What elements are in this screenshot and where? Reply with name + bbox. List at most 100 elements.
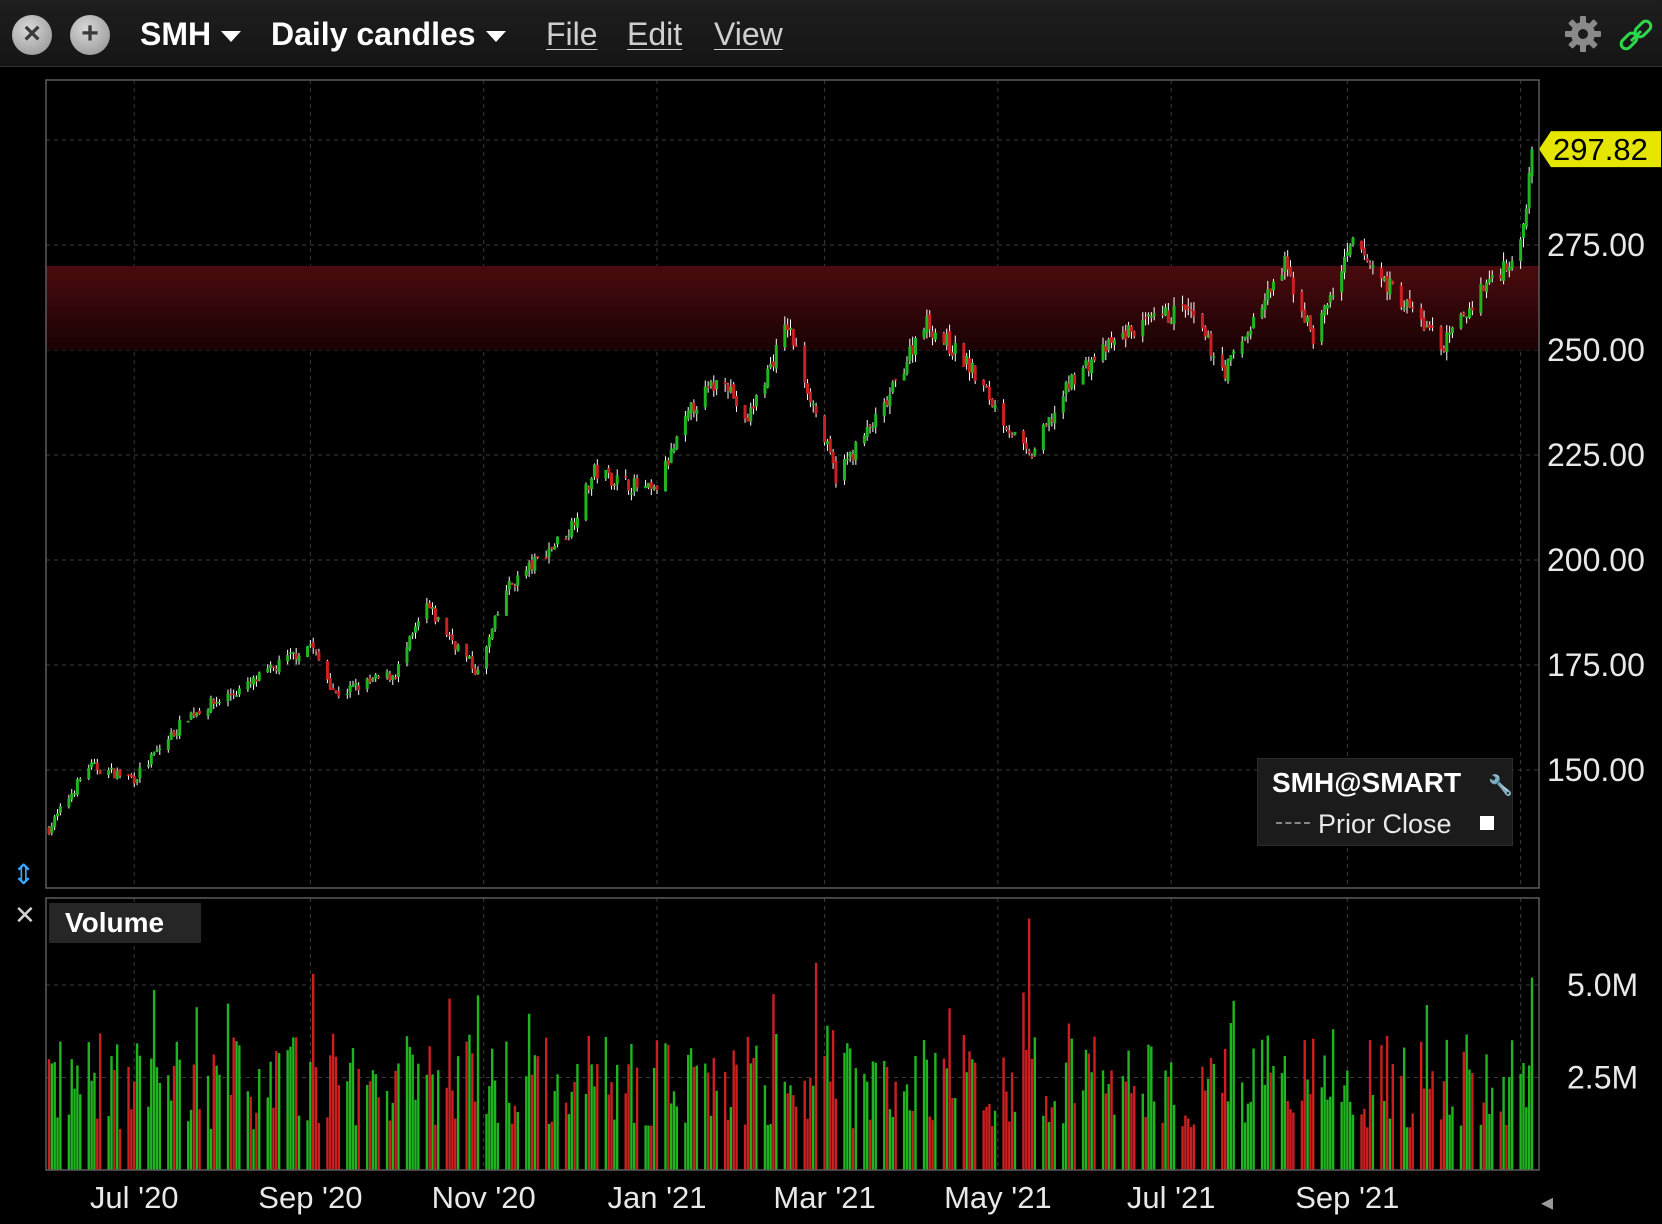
candle-body bbox=[445, 618, 449, 635]
add-chart-icon[interactable]: + bbox=[70, 15, 110, 55]
candle-body bbox=[226, 693, 230, 702]
volume-bar bbox=[1343, 1085, 1346, 1170]
candle-body bbox=[1360, 240, 1364, 250]
volume-bar bbox=[1323, 1055, 1326, 1170]
candle-body bbox=[1388, 278, 1392, 295]
close-window-icon[interactable]: × bbox=[12, 15, 52, 55]
candle-body bbox=[405, 647, 409, 663]
volume-bar bbox=[735, 1064, 738, 1170]
candle-body bbox=[70, 793, 74, 800]
volume-bar bbox=[556, 1074, 559, 1170]
candle-body bbox=[1442, 347, 1446, 352]
candle-body bbox=[95, 762, 99, 771]
volume-bar bbox=[215, 1065, 218, 1170]
volume-bar bbox=[1201, 1066, 1204, 1170]
square-icon[interactable] bbox=[1480, 816, 1494, 830]
candle-body bbox=[1385, 276, 1389, 292]
volume-bar bbox=[1405, 1127, 1409, 1170]
volume-bar bbox=[704, 1063, 707, 1170]
volume-bar bbox=[766, 1125, 769, 1170]
gear-icon[interactable] bbox=[1563, 14, 1603, 54]
volume-bar bbox=[652, 1067, 656, 1170]
volume-bar bbox=[496, 1122, 500, 1170]
candle-body bbox=[75, 779, 79, 795]
volume-bar bbox=[212, 1054, 215, 1170]
candle-body bbox=[524, 569, 528, 576]
candle-body bbox=[766, 368, 770, 388]
volume-bar bbox=[1189, 1127, 1193, 1170]
candle-body bbox=[1470, 307, 1474, 311]
volume-bar bbox=[982, 1110, 985, 1170]
chart-legend[interactable]: SMH@SMART 🔧 Prior Close bbox=[1257, 758, 1513, 846]
candle-body bbox=[448, 634, 452, 637]
candle-body bbox=[550, 547, 554, 550]
price-tick-label: 275.00 bbox=[1547, 227, 1645, 263]
candle-body bbox=[1291, 277, 1295, 295]
volume-bar bbox=[229, 1094, 233, 1170]
volume-bar bbox=[158, 1082, 161, 1170]
candle-body bbox=[715, 380, 719, 390]
link-icon[interactable] bbox=[1616, 16, 1656, 56]
candle-body bbox=[743, 404, 747, 419]
volume-bar bbox=[1127, 1050, 1130, 1170]
candle-body bbox=[50, 826, 54, 834]
menu-file[interactable]: File bbox=[546, 16, 598, 52]
candle-body bbox=[1371, 265, 1375, 268]
candle-body bbox=[351, 685, 355, 688]
volume-bar bbox=[525, 1076, 528, 1170]
candle-body bbox=[1428, 324, 1432, 328]
volume-bar bbox=[613, 1119, 616, 1170]
volume-bar bbox=[1221, 1092, 1224, 1170]
candle-body bbox=[269, 664, 273, 669]
volume-bar bbox=[331, 1033, 335, 1170]
volume-bar bbox=[746, 1036, 750, 1170]
close-panel-icon[interactable]: ✕ bbox=[14, 900, 36, 930]
candle-body bbox=[1061, 396, 1065, 413]
candle-body bbox=[1479, 283, 1483, 313]
volume-panel-frame bbox=[45, 897, 1540, 1171]
volume-bar bbox=[527, 1013, 531, 1170]
candle-body bbox=[1220, 354, 1224, 368]
symbol-selector[interactable]: SMH bbox=[140, 14, 242, 54]
candle-body bbox=[1087, 361, 1091, 372]
candle-body bbox=[1527, 172, 1531, 209]
volume-bar bbox=[1047, 1122, 1051, 1170]
volume-bar bbox=[150, 1058, 153, 1170]
candle-body bbox=[814, 406, 818, 414]
volume-bar bbox=[1260, 1039, 1264, 1170]
volume-bar bbox=[490, 1048, 494, 1170]
volume-bar bbox=[584, 1094, 588, 1170]
candle-body bbox=[56, 813, 60, 817]
candle-body bbox=[624, 475, 628, 478]
menu-view[interactable]: View bbox=[714, 16, 783, 52]
crosshair-marker-icon[interactable]: ⇕ bbox=[12, 859, 36, 890]
candle-body bbox=[689, 402, 693, 414]
volume-bar bbox=[945, 1068, 948, 1170]
candle-body bbox=[135, 779, 139, 782]
bar-type-selector[interactable]: Daily candles bbox=[271, 14, 506, 54]
scroll-arrow-icon[interactable]: ◂ bbox=[1541, 1189, 1554, 1216]
last-price-tag bbox=[1539, 131, 1661, 168]
volume-bar bbox=[397, 1063, 400, 1170]
volume-bar bbox=[1229, 1023, 1233, 1170]
volume-bar bbox=[905, 1084, 909, 1170]
wrench-icon[interactable]: 🔧 bbox=[1488, 775, 1513, 797]
candle-body bbox=[547, 548, 551, 558]
volume-bar bbox=[803, 1080, 806, 1170]
volume-bar bbox=[1300, 1100, 1304, 1170]
candle-body bbox=[629, 492, 633, 495]
volume-bar bbox=[130, 1109, 133, 1170]
volume-bar bbox=[871, 1061, 875, 1170]
candle-body bbox=[933, 332, 937, 340]
candle-body bbox=[1169, 321, 1173, 324]
candle-body bbox=[683, 416, 687, 436]
candle-body bbox=[1152, 313, 1156, 316]
candle-body bbox=[945, 333, 949, 346]
volume-bar bbox=[1488, 1113, 1491, 1170]
volume-bar bbox=[1087, 1053, 1091, 1170]
candle-body bbox=[206, 709, 210, 716]
volume-bar bbox=[1212, 1063, 1216, 1170]
volume-bar bbox=[965, 1072, 968, 1170]
menu-edit[interactable]: Edit bbox=[627, 16, 683, 52]
